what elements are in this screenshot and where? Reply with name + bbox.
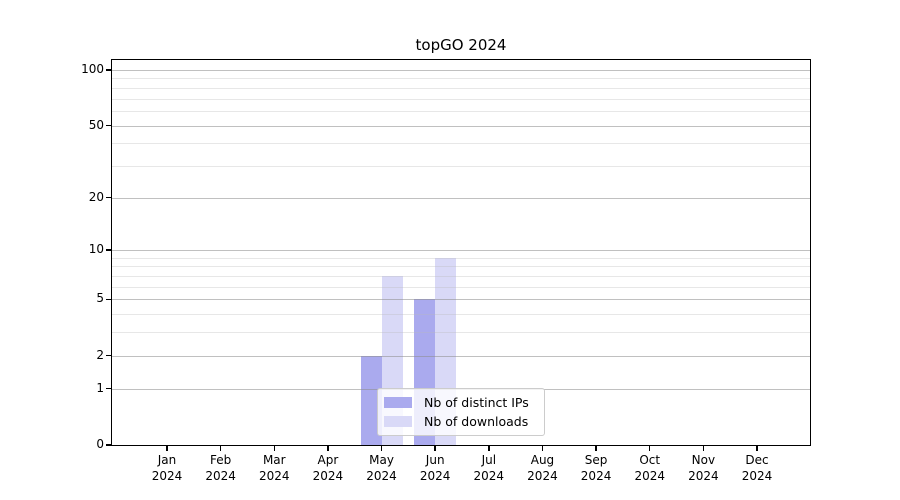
major-gridline [112, 299, 810, 301]
year-label: 2024 [688, 469, 719, 483]
year-label: 2024 [634, 469, 665, 483]
x-tick-mark [541, 445, 544, 451]
minor-gridline [112, 257, 810, 259]
y-tick-label: 100 [81, 62, 104, 77]
x-tick-label: Sep 2024 [566, 452, 626, 484]
minor-gridline [112, 78, 810, 80]
x-tick-label: Aug 2024 [512, 452, 572, 484]
y-tick-label: 0 [96, 437, 104, 451]
year-label: 2024 [312, 469, 344, 483]
x-tick-label: Mar 2024 [244, 452, 304, 484]
minor-gridline [112, 98, 810, 100]
year-label: 2024 [741, 469, 773, 483]
legend-item-downloads: Nb of downloads [384, 414, 538, 429]
x-tick-mark [380, 445, 383, 451]
month-label: Mar [262, 453, 286, 467]
minor-gridline [112, 165, 810, 167]
y-tick-mark [106, 196, 112, 199]
x-tick-label: Feb 2024 [191, 452, 251, 484]
legend: Nb of distinct IPs Nb of downloads [377, 388, 545, 436]
year-label: 2024 [151, 469, 183, 483]
x-tick-mark [648, 445, 651, 451]
y-tick-label: 2 [96, 347, 104, 362]
major-gridline [112, 70, 810, 72]
month-label: Jul [481, 453, 497, 467]
year-label: 2024 [580, 469, 612, 483]
month-label: Nov [691, 453, 716, 467]
minor-gridline [112, 276, 810, 278]
year-label: 2024 [258, 469, 290, 483]
minor-gridline [112, 286, 810, 288]
year-label: 2024 [419, 469, 451, 483]
year-label: 2024 [205, 469, 236, 483]
y-tick-label: 20 [88, 189, 104, 204]
x-tick-label: Jan 2024 [137, 452, 197, 484]
year-label: 2024 [527, 469, 558, 483]
y-tick-mark [106, 69, 112, 71]
minor-gridline [112, 266, 810, 268]
legend-label-downloads: Nb of downloads [424, 414, 529, 429]
month-label: Jun [425, 453, 445, 467]
y-tick-label: 1 [96, 380, 104, 395]
month-label: May [369, 453, 394, 467]
x-tick-label: Apr 2024 [298, 452, 358, 484]
y-tick-label: 50 [88, 117, 104, 132]
major-gridline [112, 355, 810, 357]
x-tick-mark [702, 445, 705, 451]
month-label: Apr [317, 453, 339, 467]
legend-item-distinct-ips: Nb of distinct IPs [384, 395, 538, 410]
month-label: Feb [210, 453, 232, 467]
x-tick-label: Jul 2024 [459, 452, 519, 484]
minor-gridline [112, 143, 810, 145]
grid-layer [112, 60, 810, 445]
x-tick-mark [327, 445, 329, 451]
x-tick-mark [434, 445, 436, 451]
major-gridline [112, 250, 810, 252]
x-tick-mark [756, 445, 758, 451]
y-tick-mark [106, 354, 112, 357]
y-tick-mark [106, 124, 112, 127]
x-tick-mark [595, 445, 597, 451]
minor-gridline [112, 314, 810, 316]
month-label: Jan [157, 453, 177, 467]
major-gridline [112, 125, 810, 127]
x-tick-mark [166, 445, 168, 451]
x-tick-label: Oct 2024 [620, 452, 680, 484]
minor-gridline [112, 87, 810, 89]
y-tick-mark [106, 387, 112, 390]
bar-distinct-ips-may [360, 355, 382, 445]
month-label: Sep [584, 453, 608, 467]
y-tick-label: 5 [96, 291, 104, 306]
x-tick-label: Dec 2024 [727, 452, 787, 484]
x-tick-mark [488, 445, 490, 451]
major-gridline [112, 197, 810, 199]
x-tick-label: May 2024 [352, 452, 412, 484]
x-tick-mark [219, 445, 222, 451]
y-tick-mark [106, 298, 112, 301]
legend-label-distinct-ips: Nb of distinct IPs [424, 395, 529, 410]
month-label: Oct [639, 453, 661, 467]
y-tick-label: 10 [88, 242, 104, 257]
y-tick-mark [106, 444, 112, 446]
distinct-ips-swatch [384, 397, 412, 408]
minor-gridline [112, 332, 810, 334]
y-tick-mark [106, 249, 112, 251]
month-label: Dec [745, 453, 769, 467]
month-label: Aug [530, 453, 555, 467]
minor-gridline [112, 110, 810, 112]
x-tick-label: Nov 2024 [673, 452, 733, 484]
x-tick-mark [273, 445, 276, 451]
year-label: 2024 [366, 469, 397, 483]
year-label: 2024 [473, 469, 505, 483]
downloads-swatch [384, 416, 412, 427]
x-tick-label: Jun 2024 [405, 452, 465, 484]
chart-title: topGO 2024 [415, 36, 507, 54]
